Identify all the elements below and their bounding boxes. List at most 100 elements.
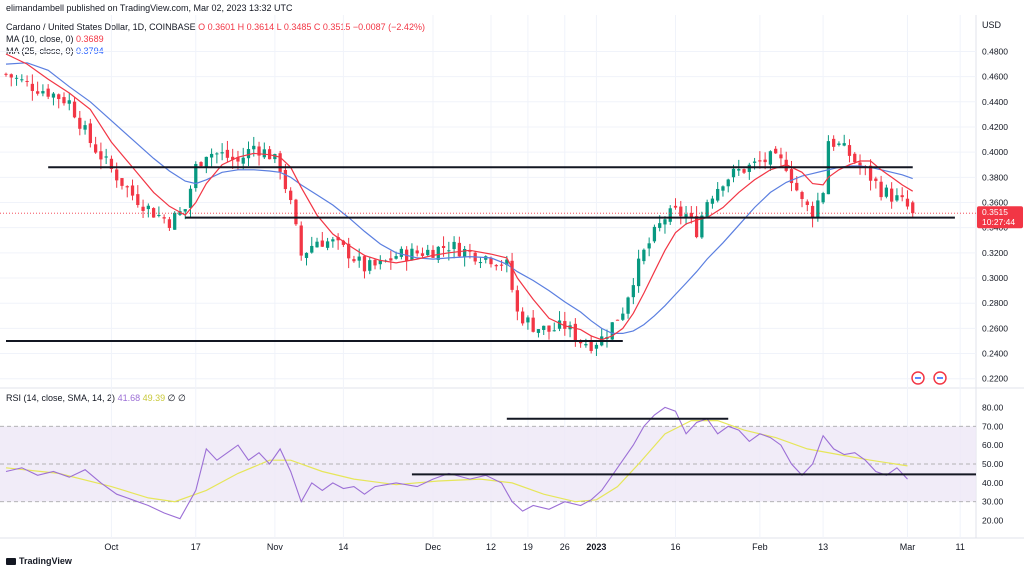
candle-body bbox=[46, 88, 50, 97]
candle-body bbox=[299, 225, 303, 256]
candle-body bbox=[78, 117, 82, 129]
candle-body bbox=[742, 169, 746, 173]
tradingview-logo-icon bbox=[6, 557, 16, 565]
candle-body bbox=[573, 323, 577, 341]
candle-body bbox=[726, 179, 730, 187]
y-tick-label: 0.2200 bbox=[982, 374, 1008, 384]
candle-body bbox=[800, 192, 804, 199]
candle-body bbox=[468, 250, 472, 252]
candle-body bbox=[436, 246, 440, 260]
event-icons bbox=[911, 371, 947, 385]
candle-body bbox=[642, 249, 646, 262]
candle-body bbox=[25, 81, 29, 83]
candle-body bbox=[868, 165, 873, 181]
candle-body bbox=[594, 344, 599, 349]
tradingview-logo[interactable]: TradingView bbox=[6, 556, 72, 566]
candle-body bbox=[832, 138, 836, 147]
candle-body bbox=[183, 209, 187, 212]
ma10-legend[interactable]: MA (10, close, 0) 0.3689 bbox=[6, 34, 104, 44]
candle-body bbox=[816, 200, 820, 219]
candle-body bbox=[420, 253, 425, 256]
x-tick-label: Mar bbox=[900, 542, 916, 552]
candle-body bbox=[447, 250, 451, 252]
x-tick-label: 17 bbox=[191, 542, 201, 552]
x-tick-label: 26 bbox=[560, 542, 570, 552]
candle-body bbox=[636, 258, 641, 287]
candle-body bbox=[905, 198, 910, 207]
y-tick-label: 0.3800 bbox=[982, 172, 1008, 182]
candle-body bbox=[520, 311, 525, 324]
symbol-row: Cardano / United States Dollar, 1D, COIN… bbox=[6, 22, 425, 32]
candle-body bbox=[557, 320, 562, 329]
candle-body bbox=[621, 313, 625, 320]
candle-body bbox=[72, 101, 77, 118]
candle-body bbox=[347, 243, 351, 259]
candle-body bbox=[173, 212, 177, 230]
candle-body bbox=[768, 151, 773, 165]
candle-body bbox=[847, 145, 852, 156]
candle-body bbox=[589, 341, 593, 351]
axes: Oct 17 Nov 14 Dec 12 19 26 2023 16 Feb 13 Mar 11 USD 0.… bbox=[104, 20, 1023, 552]
y-tick-label: 0.2800 bbox=[982, 298, 1008, 308]
candle-body bbox=[774, 148, 778, 154]
x-tick-label: Feb bbox=[752, 542, 768, 552]
symbol-title[interactable]: Cardano / United States Dollar, 1D, COIN… bbox=[6, 22, 196, 32]
candle-body bbox=[30, 83, 34, 91]
y-tick-label: 0.4400 bbox=[982, 97, 1008, 107]
y-tick-label: 0.2600 bbox=[982, 323, 1008, 333]
candle-body bbox=[610, 322, 614, 340]
candle-body bbox=[394, 256, 398, 259]
x-tick-label: 13 bbox=[818, 542, 828, 552]
last-price-badge bbox=[977, 206, 1023, 229]
candle-body bbox=[389, 258, 393, 261]
candle-body bbox=[615, 319, 620, 321]
candle-body bbox=[879, 181, 883, 198]
candle-body bbox=[35, 91, 40, 94]
candle-body bbox=[526, 317, 530, 323]
x-tick-label: Nov bbox=[267, 542, 284, 552]
candle-body bbox=[673, 205, 678, 208]
candle-body bbox=[837, 143, 841, 145]
y-tick-label: 0.3600 bbox=[982, 198, 1008, 208]
candle-body bbox=[821, 193, 825, 203]
candle-body bbox=[515, 290, 519, 312]
candle-body bbox=[900, 195, 904, 198]
candle-body bbox=[262, 149, 266, 158]
candle-body bbox=[362, 256, 367, 272]
candle-body bbox=[136, 194, 140, 206]
rsi-legend[interactable]: RSI (14, close, SMA, 14, 2) 41.68 49.39 … bbox=[6, 393, 186, 404]
candle-body bbox=[357, 256, 361, 261]
candle-body bbox=[752, 161, 757, 163]
candle-body bbox=[130, 185, 135, 196]
candle-body bbox=[4, 73, 8, 75]
candle-body bbox=[352, 259, 356, 262]
candle-body bbox=[241, 157, 245, 164]
candle-body bbox=[890, 188, 894, 202]
candle-body bbox=[62, 97, 66, 104]
candle-body bbox=[320, 240, 324, 247]
candle-body bbox=[584, 344, 588, 346]
candle-body bbox=[884, 187, 889, 197]
candle-body bbox=[167, 219, 172, 228]
candle-body bbox=[146, 205, 150, 210]
y-tick-label: 0.2400 bbox=[982, 349, 1008, 359]
candle-body bbox=[204, 156, 208, 168]
candle-body bbox=[231, 156, 235, 160]
candle-body bbox=[93, 144, 98, 153]
candle-body bbox=[83, 125, 87, 130]
candle-body bbox=[694, 216, 699, 238]
candle-body bbox=[563, 321, 567, 329]
x-tick-label: 2023 bbox=[586, 542, 606, 552]
last-price-label: 0.3515 bbox=[982, 207, 1008, 217]
candle-body bbox=[273, 154, 277, 160]
candle-body bbox=[304, 252, 309, 258]
rsi-pane bbox=[0, 406, 976, 520]
candle-body bbox=[426, 249, 430, 256]
candle-body bbox=[700, 215, 704, 238]
candle-body bbox=[157, 214, 161, 216]
ma10-line bbox=[5, 53, 914, 341]
candle-body bbox=[188, 188, 193, 208]
candle-body bbox=[115, 169, 119, 181]
rsi-tick-label: 70.00 bbox=[982, 421, 1004, 431]
candle-body bbox=[225, 149, 230, 158]
